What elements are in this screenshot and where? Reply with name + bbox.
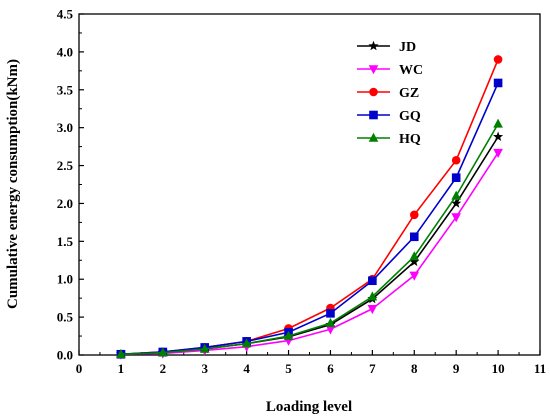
legend-label-gz: GZ [399,86,419,101]
data-point-gq [493,78,503,88]
data-point-gz [451,155,461,165]
data-point-gq [451,173,461,182]
series-line-hq [120,123,499,356]
data-point-gz [493,55,503,64]
data-point-hq [241,338,252,348]
legend-item-hq: HQ [357,132,421,147]
series-line-jd [120,136,499,356]
axis-ticks: 0 1 2 3 4 5 6 7 8 9 10 11 0.0 0.5 1.0 1.5 2.0 2.5 3.0 3.5 4.… [57,7,546,377]
y-tick-label: 3.5 [57,82,74,97]
data-point-gz [409,210,419,220]
series-line-wc [120,152,499,356]
x-tick-label: 6 [327,361,334,376]
y-tick-label: 4.0 [57,44,73,59]
legend-marker-gz [369,87,378,97]
series-line-gz [120,59,499,356]
data-point-wc [409,271,420,281]
x-tick-label: 3 [201,361,208,376]
x-tick-label: 11 [534,361,546,376]
y-tick-label: 0.0 [57,348,73,363]
data-point-hq [116,348,126,359]
series-line-gq [120,82,499,356]
data-point-hq [493,118,503,128]
data-point-wc [493,148,503,158]
y-tick-label: 2.0 [57,196,73,211]
data-point-jd [493,131,504,142]
legend-item-jd: JD [357,40,416,55]
x-tick-label: 2 [160,361,167,376]
data-point-hq [367,291,378,301]
series-layer [115,55,504,360]
x-tick-label: 1 [118,361,125,376]
series-gz [116,55,503,359]
series-hq [116,118,503,359]
legend-marker-jd [368,40,379,51]
legend-item-wc: WC [357,63,423,78]
data-point-jd [409,256,420,267]
plot-frame [78,13,541,356]
x-tick-label: 7 [369,361,376,376]
legend-label-hq: HQ [399,132,421,147]
series-jd [115,131,504,359]
data-point-gq [409,232,419,242]
legend-marker-gq [369,110,378,120]
data-point-hq [158,347,168,357]
legend-item-gq: GQ [357,109,421,124]
y-tick-label: 2.5 [57,158,74,173]
data-point-hq [199,343,210,353]
legend-label-wc: WC [399,63,423,78]
data-point-wc [451,213,461,223]
y-axis-title: Cumulative energy consumption(kNm) [5,59,21,309]
legend-marker-hq [368,132,379,142]
x-tick-label: 4 [243,361,250,376]
data-point-wc [325,325,336,335]
data-point-wc [367,304,378,315]
y-tick-label: 1.0 [57,272,73,287]
x-tick-label: 10 [492,361,505,376]
legend-marker-wc [368,65,379,75]
x-tick-label: 9 [453,361,460,376]
data-point-jd [451,198,462,208]
legend-label-gq: GQ [399,109,421,124]
x-tick-label: 5 [285,361,292,376]
x-axis-title: Loading level [266,399,352,415]
y-tick-label: 0.5 [57,310,74,325]
y-tick-label: 4.5 [57,7,74,22]
data-point-hq [325,317,336,327]
legend: JD WC GZ GQ HQ [357,40,423,147]
data-point-hq [451,190,461,200]
y-tick-label: 3.0 [57,120,73,135]
legend-label-jd: JD [399,40,416,55]
data-point-hq [409,251,420,261]
x-tick-label: 0 [76,361,83,376]
x-tick-label: 8 [411,361,418,376]
data-point-gq [368,276,377,286]
y-tick-label: 1.5 [57,234,74,249]
data-point-hq [283,330,294,340]
legend-item-gz: GZ [357,86,419,101]
data-point-gq [326,309,335,318]
series-wc [116,148,503,360]
